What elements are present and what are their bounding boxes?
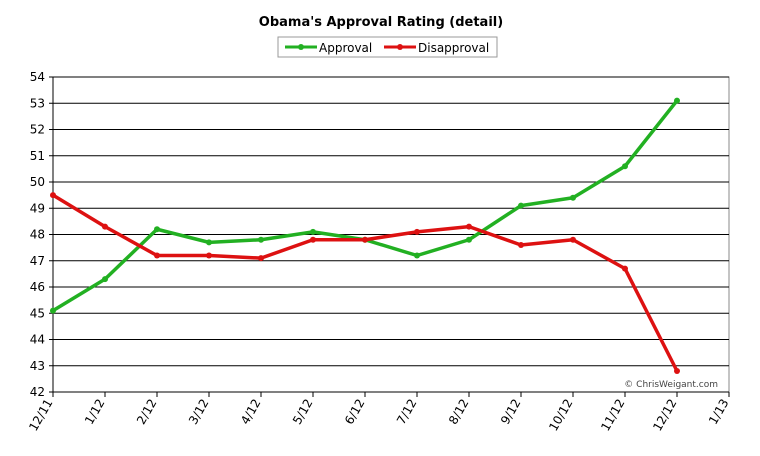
x-tick-label: 7/12 — [394, 397, 420, 427]
legend-disapproval-marker — [397, 44, 403, 50]
x-tick-label: 2/12 — [134, 397, 160, 427]
legend: Approval Disapproval — [277, 36, 498, 58]
x-tick-label: 11/12 — [598, 397, 627, 434]
x-tick-label: 12/11 — [26, 397, 55, 434]
data-point-approval — [674, 97, 680, 104]
data-point-disapproval — [258, 255, 264, 262]
x-tick-label: 6/12 — [342, 397, 368, 427]
data-point-approval — [154, 226, 160, 233]
data-point-disapproval — [154, 252, 160, 259]
legend-item-approval: Approval — [285, 41, 372, 55]
legend-approval-label: Approval — [319, 41, 372, 55]
x-tick-label: 8/12 — [446, 397, 472, 427]
y-tick-label: 51 — [30, 149, 45, 163]
chart-title: Obama's Approval Rating (detail) — [259, 15, 503, 30]
data-point-approval — [414, 252, 420, 259]
legend-approval-marker — [298, 44, 304, 50]
watermark-text: © ChrisWeigant.com — [624, 380, 718, 390]
data-point-disapproval — [674, 368, 680, 374]
data-point-disapproval — [310, 236, 316, 243]
data-point-approval — [466, 236, 472, 243]
x-tick-label: 4/12 — [238, 397, 264, 427]
y-tick-label: 48 — [30, 228, 45, 242]
data-point-disapproval — [206, 252, 212, 259]
y-tick-label: 54 — [30, 70, 45, 84]
series — [50, 97, 680, 374]
data-point-disapproval — [362, 236, 368, 243]
data-point-approval — [50, 307, 56, 314]
data-point-disapproval — [466, 223, 472, 230]
data-point-approval — [102, 276, 108, 283]
data-point-disapproval — [50, 192, 56, 199]
axes: 42 43 44 45 46 47 48 49 50 51 52 53 54 12/11 1/12 2/12 3… — [26, 70, 731, 433]
data-point-approval — [518, 202, 524, 209]
data-point-disapproval — [414, 228, 420, 235]
y-tick-label: 49 — [30, 201, 45, 215]
y-tick-label: 52 — [30, 123, 45, 137]
x-tick-label: 1/13 — [706, 397, 732, 427]
legend-item-disapproval: Disapproval — [384, 41, 489, 55]
data-point-disapproval — [622, 265, 628, 272]
data-point-approval — [570, 194, 576, 201]
y-tick-label: 47 — [30, 254, 45, 268]
data-point-disapproval — [570, 236, 576, 243]
y-tick-label: 44 — [30, 333, 45, 347]
x-tick-label: 10/12 — [546, 397, 575, 434]
y-tick-label: 45 — [30, 306, 45, 320]
data-point-approval — [258, 236, 264, 243]
x-tick-label: 9/12 — [498, 397, 524, 427]
data-point-approval — [310, 228, 316, 235]
legend-disapproval-label: Disapproval — [418, 41, 489, 55]
x-tick-label: 3/12 — [186, 397, 212, 427]
data-point-disapproval — [518, 242, 524, 248]
y-tick-label: 50 — [30, 175, 45, 189]
data-point-approval — [622, 163, 628, 170]
y-tick-label: 53 — [30, 96, 45, 110]
x-tick-label: 12/12 — [650, 397, 679, 434]
data-point-disapproval — [102, 223, 108, 230]
x-tick-label: 1/12 — [82, 397, 108, 427]
x-tick-label: 5/12 — [290, 397, 316, 427]
data-point-approval — [206, 239, 212, 246]
y-tick-label: 42 — [30, 385, 45, 399]
y-tick-label: 46 — [30, 280, 45, 294]
y-tick-label: 43 — [30, 359, 45, 373]
